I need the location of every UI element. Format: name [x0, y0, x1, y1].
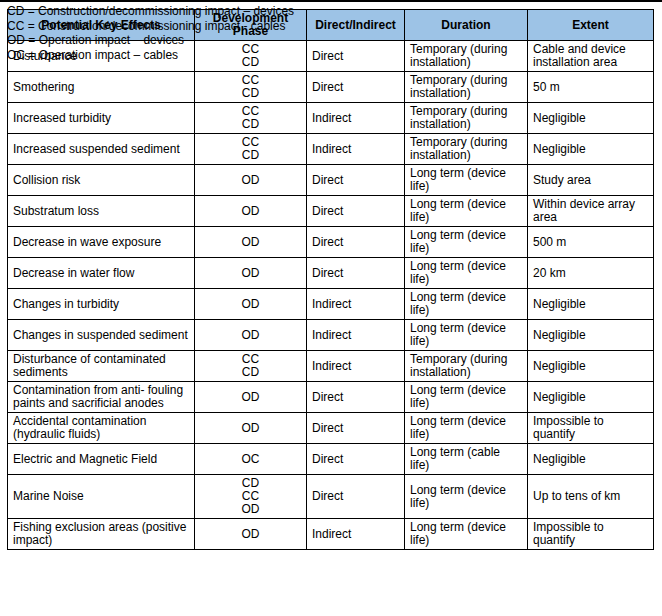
cell-extent: Impossible to quantify [528, 519, 654, 550]
table-row: Contamination from anti- fouling paints … [8, 382, 654, 413]
cell-effect: Changes in suspended sediment [8, 320, 195, 351]
cell-direct-indirect: Direct [307, 444, 405, 475]
table-row: Changes in turbidity OD Indirect Long te… [8, 289, 654, 320]
cell-direct-indirect: Indirect [307, 103, 405, 134]
cell-duration: Long term (cable life) [405, 444, 528, 475]
cell-development-phase: OD [195, 413, 307, 444]
table-body: Disturbance CC CD Direct Temporary (duri… [8, 41, 654, 550]
cell-effect: Electric and Magnetic Field [8, 444, 195, 475]
cell-effect: Accidental contamination (hydraulic flui… [8, 413, 195, 444]
table-row: Fishing exclusion areas (positive impact… [8, 519, 654, 550]
cell-development-phase: CC CD [195, 351, 307, 382]
cell-development-phase: OD [195, 382, 307, 413]
footnote-line: OC = Operation impact – cables [7, 48, 662, 63]
cell-effect: Increased suspended sediment [8, 134, 195, 165]
cell-effect: Substratum loss [8, 196, 195, 227]
cell-direct-indirect: Direct [307, 165, 405, 196]
cell-development-phase: CD CC OD [195, 475, 307, 519]
table-row: Accidental contamination (hydraulic flui… [8, 413, 654, 444]
cell-duration: Temporary (during installation) [405, 351, 528, 382]
table-row: Marine Noise CD CC OD Direct Long term (… [8, 475, 654, 519]
cell-duration: Temporary (during installation) [405, 134, 528, 165]
cell-duration: Temporary (during installation) [405, 72, 528, 103]
table-footnotes: CD = Construction/decommissioning impact… [7, 4, 662, 62]
footnote-line: OD = Operation impact – devices [7, 33, 662, 48]
cell-effect: Decrease in wave exposure [8, 227, 195, 258]
cell-effect: Collision risk [8, 165, 195, 196]
cell-duration: Long term (device life) [405, 165, 528, 196]
cell-duration: Long term (device life) [405, 196, 528, 227]
cell-development-phase: CC CD [195, 72, 307, 103]
cell-development-phase: OD [195, 196, 307, 227]
cell-duration: Long term (device life) [405, 258, 528, 289]
table-row: Substratum loss OD Direct Long term (dev… [8, 196, 654, 227]
cell-extent: Up to tens of km [528, 475, 654, 519]
cell-extent: Negligible [528, 289, 654, 320]
cell-duration: Long term (device life) [405, 320, 528, 351]
cell-effect: Marine Noise [8, 475, 195, 519]
cell-duration: Temporary (during installation) [405, 103, 528, 134]
cell-extent: Negligible [528, 351, 654, 382]
cell-development-phase: OD [195, 258, 307, 289]
cell-direct-indirect: Direct [307, 258, 405, 289]
cell-development-phase: CC CD [195, 103, 307, 134]
document-page: Potential Key Effects Development Phase … [0, 0, 662, 616]
cell-effect: Disturbance of contaminated sediments [8, 351, 195, 382]
cell-direct-indirect: Indirect [307, 134, 405, 165]
cell-direct-indirect: Direct [307, 475, 405, 519]
cell-effect: Smothering [8, 72, 195, 103]
cell-direct-indirect: Direct [307, 227, 405, 258]
cell-development-phase: OD [195, 165, 307, 196]
cell-direct-indirect: Direct [307, 196, 405, 227]
cell-extent: Within device array area [528, 196, 654, 227]
table-row: Increased turbidity CC CD Indirect Tempo… [8, 103, 654, 134]
cell-development-phase: CC CD [195, 134, 307, 165]
cell-direct-indirect: Direct [307, 72, 405, 103]
cell-development-phase: OD [195, 320, 307, 351]
cell-extent: Negligible [528, 382, 654, 413]
cell-duration: Long term (device life) [405, 382, 528, 413]
footnote-line: CC = Construction/decommissioning impact… [7, 19, 662, 34]
cell-extent: 500 m [528, 227, 654, 258]
cell-direct-indirect: Direct [307, 413, 405, 444]
cell-duration: Long term (device life) [405, 289, 528, 320]
table-row: Smothering CC CD Direct Temporary (durin… [8, 72, 654, 103]
cell-duration: Long term (device life) [405, 227, 528, 258]
cell-duration: Long term (device life) [405, 413, 528, 444]
table-row: Decrease in wave exposure OD Direct Long… [8, 227, 654, 258]
cell-extent: Negligible [528, 134, 654, 165]
table-row: Disturbance of contaminated sediments CC… [8, 351, 654, 382]
table-row: Decrease in water flow OD Direct Long te… [8, 258, 654, 289]
cell-direct-indirect: Indirect [307, 289, 405, 320]
cell-development-phase: OC [195, 444, 307, 475]
cell-direct-indirect: Indirect [307, 320, 405, 351]
cell-direct-indirect: Direct [307, 382, 405, 413]
cell-development-phase: OD [195, 227, 307, 258]
cell-extent: Study area [528, 165, 654, 196]
cell-extent: Negligible [528, 103, 654, 134]
cell-direct-indirect: Indirect [307, 351, 405, 382]
cell-effect: Increased turbidity [8, 103, 195, 134]
table-row: Changes in suspended sediment OD Indirec… [8, 320, 654, 351]
key-effects-table: Potential Key Effects Development Phase … [7, 9, 654, 550]
cell-effect: Changes in turbidity [8, 289, 195, 320]
top-rule-divider [0, 0, 662, 2]
cell-development-phase: OD [195, 519, 307, 550]
cell-effect: Fishing exclusion areas (positive impact… [8, 519, 195, 550]
cell-extent: Negligible [528, 444, 654, 475]
cell-duration: Long term (device life) [405, 475, 528, 519]
cell-extent: Impossible to quantify [528, 413, 654, 444]
footnote-line: CD = Construction/decommissioning impact… [7, 4, 662, 19]
table-row: Increased suspended sediment CC CD Indir… [8, 134, 654, 165]
cell-direct-indirect: Indirect [307, 519, 405, 550]
table-row: Collision risk OD Direct Long term (devi… [8, 165, 654, 196]
cell-extent: Negligible [528, 320, 654, 351]
cell-development-phase: OD [195, 289, 307, 320]
cell-effect: Decrease in water flow [8, 258, 195, 289]
cell-extent: 20 km [528, 258, 654, 289]
table-row: Electric and Magnetic Field OC Direct Lo… [8, 444, 654, 475]
cell-extent: 50 m [528, 72, 654, 103]
cell-duration: Long term (device life) [405, 519, 528, 550]
cell-effect: Contamination from anti- fouling paints … [8, 382, 195, 413]
